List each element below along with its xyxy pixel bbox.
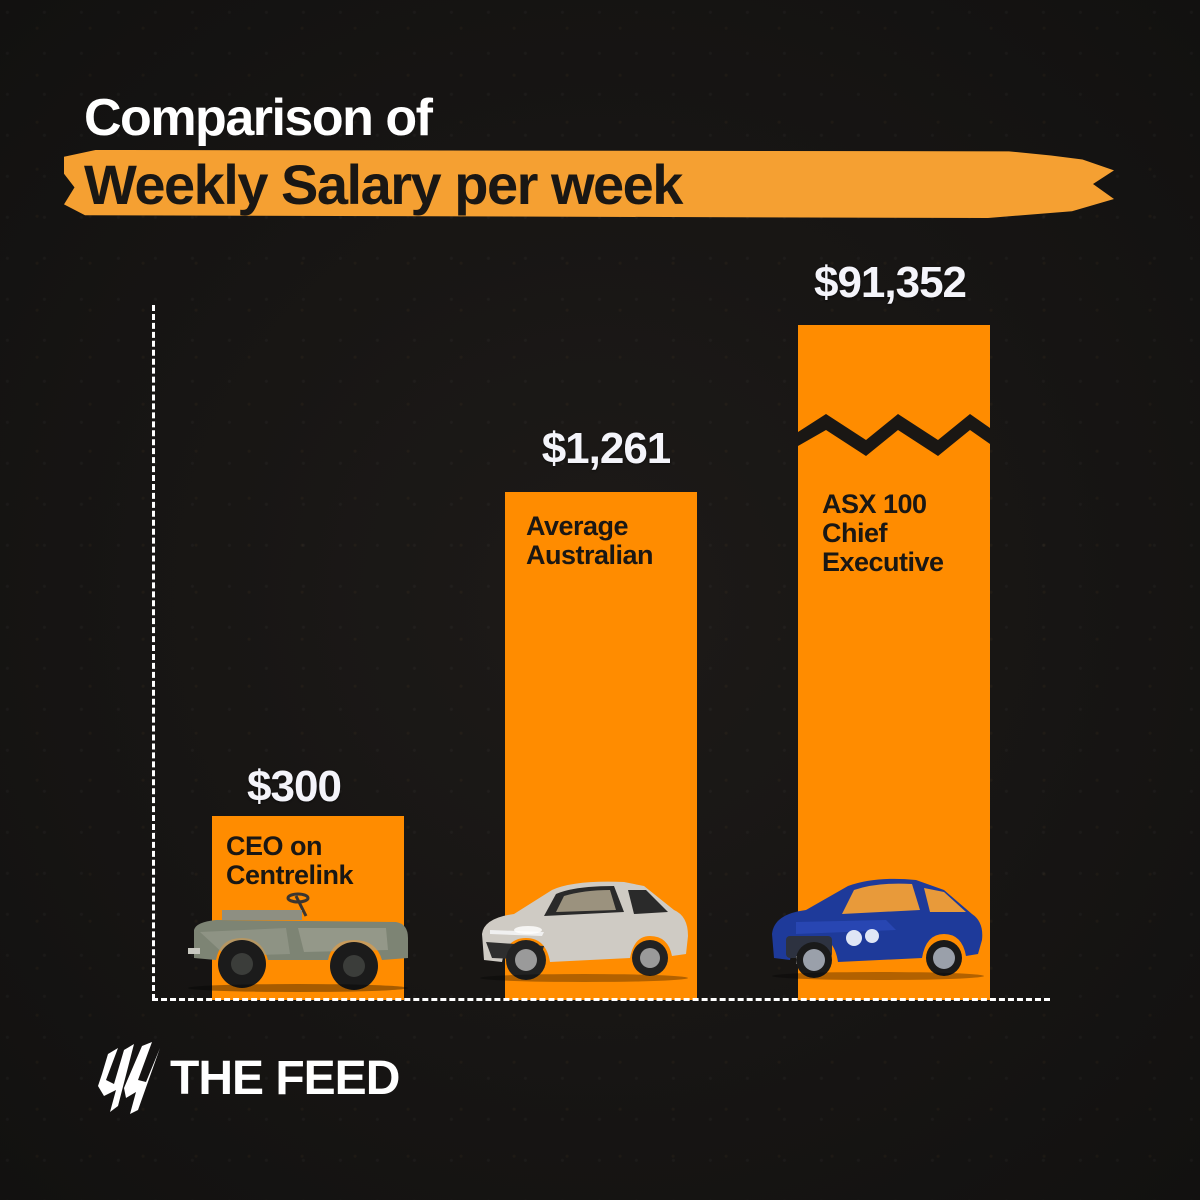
rusty-jeep-icon [188, 892, 408, 992]
category-label-line: Australian [526, 540, 654, 570]
category-label-ceo-centrelink: CEO on Centrelink [226, 831, 354, 890]
axis-break-zigzag-icon [798, 414, 990, 456]
title-line1: Comparison of [84, 89, 433, 147]
sbs-mark-icon [98, 1042, 160, 1114]
x-axis [152, 998, 1050, 1001]
value-label-ceo-centrelink: $300 [247, 762, 342, 811]
category-label-line: CEO on [226, 831, 323, 861]
title-line2: Weekly Salary per week [84, 153, 683, 216]
the-feed-logo: THE FEED [94, 1040, 400, 1116]
category-label-line: Centrelink [226, 860, 354, 890]
logo-text: THE FEED [170, 1051, 400, 1105]
title-brushstroke [64, 150, 1114, 218]
value-label-average-australian: $1,261 [541, 424, 672, 473]
y-axis [152, 305, 155, 1000]
category-label-line: Chief [822, 518, 887, 548]
category-label-line: Average [526, 511, 629, 541]
category-label-asx100-chief-executive: ASX 100 Chief Executive [822, 490, 944, 577]
category-label-line: ASX 100 [822, 489, 927, 519]
category-label-average-australian: Average Australian [526, 511, 654, 570]
category-label-line: Executive [822, 547, 944, 577]
blue-luxury-coupe-icon [772, 878, 984, 980]
value-label-asx100-chief-executive: $91,352 [813, 258, 967, 307]
silver-sedan-icon [480, 881, 688, 982]
